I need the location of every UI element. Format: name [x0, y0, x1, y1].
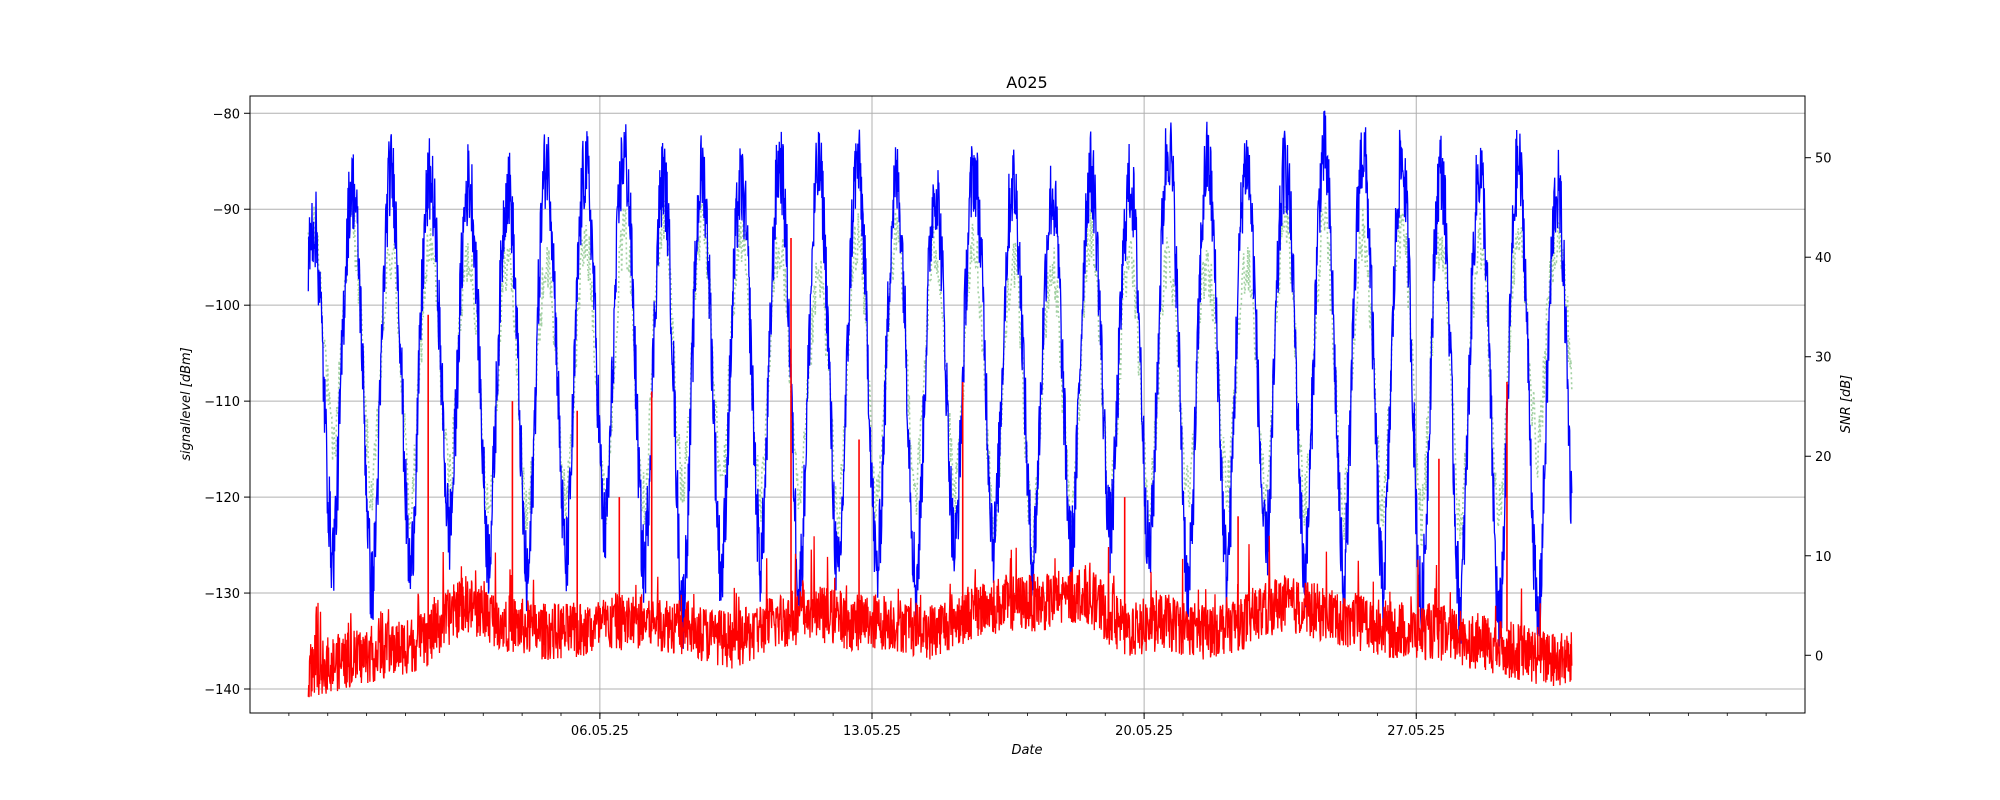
y-right-tick-label: 50 — [1815, 152, 1832, 167]
y-right-tick-label: 30 — [1815, 351, 1832, 366]
y-left-tick-label: −130 — [204, 587, 240, 602]
y-axis-left-label: signallevel [dBm] — [179, 347, 194, 460]
signal-level-series — [307, 110, 1573, 650]
y-right-tick-label: 0 — [1815, 649, 1823, 664]
y-left-tick-label: −140 — [204, 683, 240, 698]
y-right-tick-label: 20 — [1815, 450, 1832, 465]
y-left-tick-label: −120 — [204, 491, 240, 506]
x-tick-label: 13.05.25 — [843, 724, 901, 739]
x-axis-label: Date — [1011, 743, 1042, 758]
y-right-tick-label: 40 — [1815, 251, 1832, 266]
y-left-tick-label: −110 — [204, 395, 240, 410]
noise-floor-series — [307, 535, 1573, 698]
chart-title: A025 — [1006, 73, 1047, 92]
x-tick-label: 20.05.25 — [1115, 724, 1173, 739]
y-left-tick-label: −100 — [204, 299, 240, 314]
axes: 06.05.25 13.05.25 20.05.25 27.05.25 −80 −90 −1… — [204, 107, 1831, 739]
y-axis-right-label: SNR [dB] — [1839, 375, 1854, 433]
snr-series — [307, 198, 1573, 566]
x-tick-label: 27.05.25 — [1387, 724, 1445, 739]
x-tick-label: 06.05.25 — [571, 724, 629, 739]
series-layer — [307, 110, 1573, 698]
y-left-tick-label: −90 — [213, 203, 240, 218]
y-left-tick-label: −80 — [213, 107, 240, 122]
y-right-tick-label: 10 — [1815, 550, 1832, 565]
